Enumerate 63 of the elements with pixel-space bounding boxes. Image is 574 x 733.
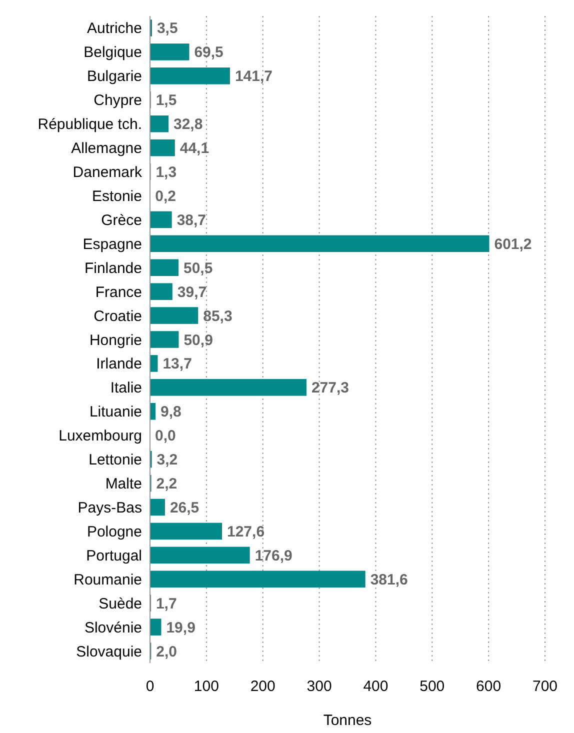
data-label: 69,5: [194, 44, 224, 62]
x-tick-label: 200: [250, 678, 276, 695]
y-tick-label: Roumanie: [74, 571, 142, 588]
data-label: 26,5: [170, 499, 200, 516]
data-label: 13,7: [162, 356, 192, 373]
y-tick-label: Grèce: [101, 212, 142, 229]
y-tick-label: Croatie: [94, 308, 142, 325]
y-tick-label: Finlande: [84, 260, 142, 277]
y-tick-label: Chypre: [94, 92, 142, 110]
y-tick-label: Belgique: [84, 44, 142, 62]
data-label: 2,2: [156, 476, 178, 493]
data-label: 381,6: [370, 571, 408, 588]
data-label: 141,7: [234, 68, 273, 86]
y-tick-label: Pays-Bas: [78, 499, 142, 516]
y-tick-label: Suède: [98, 595, 142, 612]
x-tick-label: 600: [476, 678, 502, 695]
data-label: 3,2: [156, 452, 178, 469]
x-axis-title: Tonnes: [323, 712, 372, 729]
data-label: 1,3: [156, 164, 177, 182]
data-label: 1,7: [156, 595, 177, 612]
y-tick-label: Irlande: [96, 356, 142, 373]
data-label: 1,5: [156, 92, 177, 110]
data-label: 3,5: [156, 20, 178, 38]
data-label: 50,5: [183, 260, 213, 277]
data-label: 0,2: [155, 188, 176, 205]
x-tick-label: 700: [532, 678, 558, 695]
y-tick-label: Italie: [110, 380, 142, 397]
data-label: 85,3: [203, 308, 232, 325]
y-tick-label: Bulgarie: [86, 68, 142, 86]
y-tick-label: Autriche: [86, 20, 142, 38]
data-label: 277,3: [311, 380, 350, 397]
data-label: 9,8: [160, 404, 182, 421]
y-tick-label: Estonie: [92, 188, 142, 205]
y-tick-label: Allemagne: [71, 140, 142, 158]
data-label: 601,2: [494, 236, 532, 253]
data-label: 39,7: [177, 284, 207, 301]
y-tick-label: Slovaquie: [76, 643, 142, 660]
data-label: 32,8: [174, 116, 203, 134]
x-tick-label: 300: [306, 678, 332, 695]
y-tick-label: France: [95, 284, 142, 301]
y-tick-label: Luxembourg: [58, 428, 142, 445]
x-tick-label: 100: [194, 678, 219, 695]
y-tick-label: Hongrie: [89, 332, 142, 349]
data-label: 44,1: [180, 140, 210, 158]
data-label: 50,9: [184, 332, 213, 349]
y-tick-label: Lettonie: [88, 452, 142, 469]
data-label: 0,0: [155, 428, 176, 445]
x-tick-label: 0: [146, 678, 154, 695]
y-tick-label: Malte: [105, 476, 142, 493]
y-tick-label: Espagne: [82, 236, 142, 253]
x-tick-label: 500: [420, 678, 445, 695]
y-tick-label: Portugal: [86, 547, 142, 564]
data-label: 127,6: [227, 523, 265, 540]
y-tick-label: République tch.: [38, 116, 142, 134]
data-label: 176,9: [254, 547, 292, 564]
y-tick-label: Pologne: [86, 523, 142, 540]
data-label: 19,9: [166, 619, 196, 636]
y-tick-label: Lituanie: [89, 404, 142, 421]
y-tick-label: Slovénie: [84, 619, 142, 636]
data-label: 2,0: [156, 643, 177, 660]
x-tick-label: 400: [363, 678, 388, 695]
y-tick-label: Danemark: [72, 164, 142, 182]
data-label: 38,7: [176, 212, 206, 229]
